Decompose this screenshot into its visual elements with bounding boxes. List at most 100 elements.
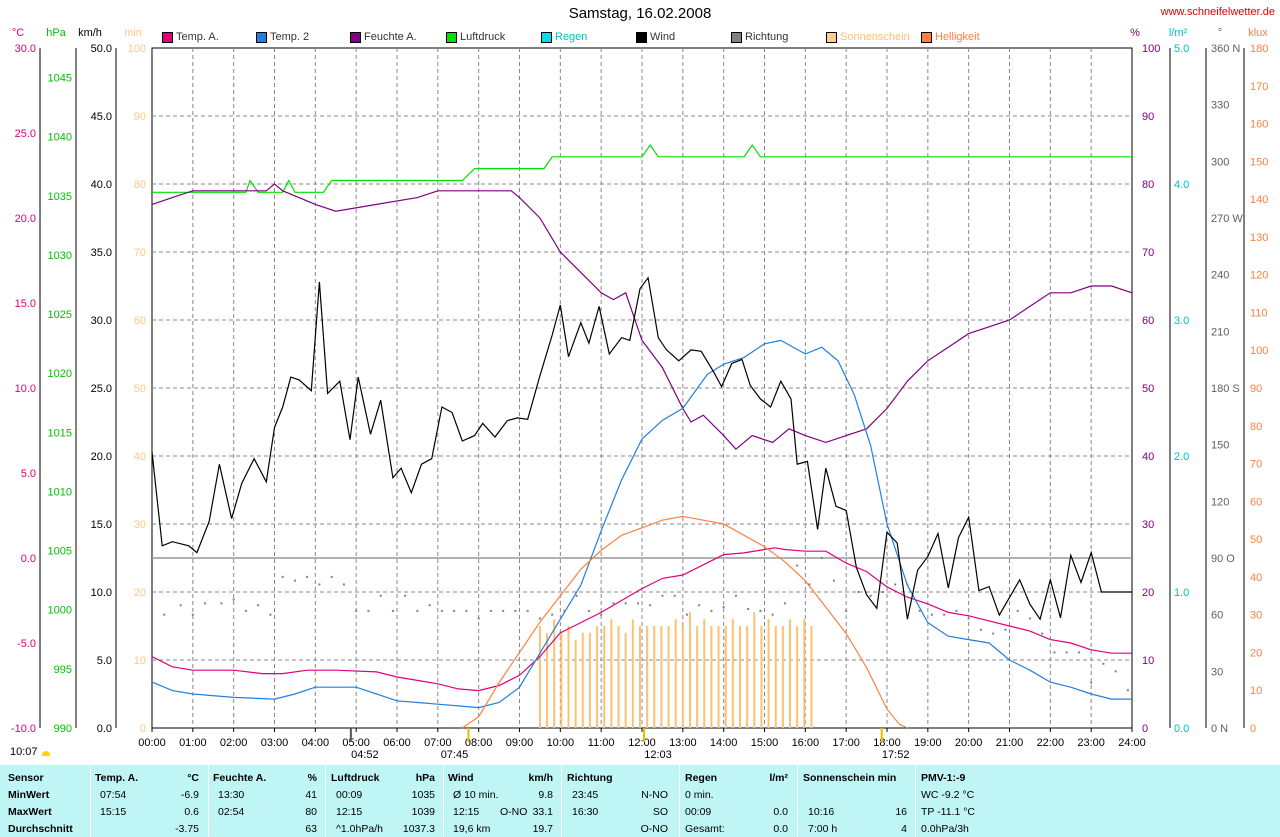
stats-cell: 23:45: [572, 789, 599, 801]
direction-point: [293, 579, 296, 582]
direction-point: [869, 594, 872, 597]
series-line-wind: [151, 276, 1132, 621]
direction-point: [747, 608, 750, 610]
temp-tick-label: 30.0: [15, 43, 36, 55]
stats-header: Sonnenschein min: [803, 772, 897, 784]
direction-point: [600, 613, 603, 616]
direction-point: [636, 602, 639, 605]
site-link[interactable]: www.schneifelwetter.de: [1160, 6, 1275, 18]
lux-tick-label: 160: [1250, 119, 1268, 131]
series-line-luftdruck: [152, 143, 1132, 193]
direction-point: [257, 604, 260, 607]
stats-divider: [443, 765, 444, 837]
humidity-tick-label: 40: [1142, 451, 1154, 463]
x-tick-label: 15:00: [751, 737, 779, 749]
stats-table: Sensor Temp. A. °C Feuchte A.% Luftdruck hPa W…: [0, 765, 1280, 837]
humidity-tick-label: 60: [1142, 315, 1154, 327]
humidity-tick-label: 0: [1142, 723, 1148, 735]
direction-point: [612, 602, 615, 605]
direction-point: [698, 604, 701, 607]
pressure-tick-label: 1025: [48, 309, 72, 321]
humidity-tick-label: 80: [1142, 179, 1154, 191]
direction-point: [563, 609, 566, 612]
stats-header: Feuchte A.: [213, 772, 267, 784]
direction-point: [685, 613, 688, 616]
legend-swatch: [541, 31, 552, 43]
sunmin-tick-label: 10: [134, 655, 146, 667]
legend-item: Helligkeit: [921, 31, 980, 43]
humidity-tick-label: 10: [1142, 655, 1154, 667]
stats-header: Sensor: [8, 772, 44, 784]
event-label: 04:52: [351, 749, 379, 761]
direction-point: [453, 609, 456, 612]
temp-tick-label: -10.0: [11, 723, 36, 735]
current-time: 10:07: [10, 746, 50, 758]
x-tick-label: 20:00: [955, 737, 983, 749]
lux-tick-label: 90: [1250, 383, 1262, 395]
stats-cell: 0.0: [773, 806, 788, 818]
pressure-tick-label: 1005: [48, 546, 72, 558]
lux-tick-label: 0: [1250, 723, 1256, 735]
direction-point: [551, 613, 554, 616]
direction-point: [391, 609, 394, 612]
direction-point: [771, 613, 774, 616]
lux-tick-label: 30: [1250, 610, 1262, 622]
wind-tick-label: 35.0: [91, 247, 112, 259]
legend-label: Temp. 2: [270, 31, 310, 43]
temp-tick-label: 10.0: [15, 383, 36, 395]
direction-tick-label: 330: [1211, 100, 1229, 112]
series-line-temp-a-: [151, 547, 1132, 692]
stats-cell: 63: [305, 823, 317, 835]
event-label: 12:03: [644, 749, 672, 761]
temp-tick-label: -5.0: [17, 638, 36, 650]
stats-cell: 0.6: [184, 806, 199, 818]
direction-point: [404, 594, 407, 597]
x-tick-label: 13:00: [669, 737, 697, 749]
stats-cell: 1039: [411, 806, 435, 818]
current-time-label: 10:07: [10, 746, 38, 758]
stats-divider: [679, 765, 680, 837]
direction-point: [1090, 681, 1093, 684]
x-tick-label: 05:00: [342, 737, 370, 749]
lux-tick-label: 180: [1250, 43, 1268, 55]
direction-point: [244, 609, 247, 612]
direction-point: [163, 613, 166, 616]
x-tick-label: 07:00: [424, 737, 452, 749]
x-tick-label: 11:00: [588, 737, 615, 749]
direction-point: [526, 609, 529, 612]
direction-point: [575, 594, 578, 597]
stats-cell: ^1.0hPa/h: [336, 823, 383, 835]
sunmin-tick-label: 70: [134, 247, 146, 259]
legend-swatch: [256, 31, 267, 43]
stats-cell: 15:15: [100, 806, 127, 818]
stats-divider: [915, 765, 916, 837]
stats-cell: Gesamt:: [685, 823, 725, 835]
legend-label: Regen: [555, 31, 588, 43]
stats-cell: 12:15: [453, 806, 480, 818]
stats-header: PMV-1:-9: [921, 772, 966, 784]
direction-point: [514, 609, 517, 612]
stats-header: Luftdruck: [331, 772, 380, 784]
legend-item: Temp. 2: [256, 31, 309, 43]
humidity-unit-label: %: [1130, 27, 1140, 39]
legend-label: Temp. A.: [176, 31, 219, 43]
wind-tick-label: 10.0: [91, 587, 112, 599]
rain-tick-label: 0.0: [1174, 723, 1189, 735]
sunmin-tick-label: 0: [140, 723, 146, 735]
pressure-tick-label: 1035: [48, 191, 72, 203]
x-tick-label: 06:00: [383, 737, 411, 749]
direction-point: [1016, 609, 1019, 612]
lux-tick-label: 110: [1250, 307, 1268, 319]
temp-tick-label: 15.0: [15, 298, 36, 310]
temp-tick-label: 25.0: [15, 128, 36, 140]
stats-cell: 0.0: [773, 823, 788, 835]
stats-cell: O-NO: [500, 806, 528, 818]
legend-swatch: [446, 31, 457, 43]
direction-tick-label: 90 O: [1211, 553, 1235, 565]
stats-header: %: [307, 772, 317, 784]
event-label: 07:45: [441, 749, 469, 761]
direction-tick-label: 270 W: [1211, 213, 1243, 225]
direction-point: [967, 617, 970, 620]
stats-divider: [561, 765, 562, 837]
direction-point: [489, 609, 492, 612]
